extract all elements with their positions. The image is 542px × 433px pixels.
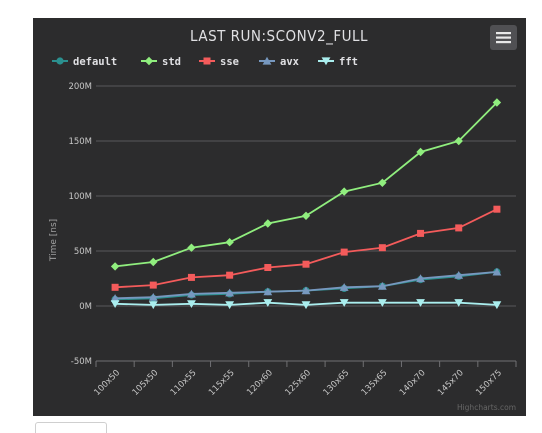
chart-title: LAST RUN:SCONV2_FULL (190, 27, 368, 46)
legend-marker-square[interactable] (203, 57, 211, 65)
series-line-std (114, 101, 498, 268)
data-point-sse[interactable] (302, 260, 310, 268)
data-point-sse[interactable] (187, 273, 195, 281)
x-tick-label: 130x65 (322, 368, 352, 398)
x-tick-label: 135x65 (360, 368, 390, 398)
data-point-avx[interactable] (492, 267, 502, 276)
series-default (111, 268, 501, 303)
y-axis-label: Time [ns] (49, 219, 59, 262)
data-point-std[interactable] (225, 238, 234, 247)
y-axis-ticks: -50M 0M 50M 100M 150M 200M (68, 82, 92, 367)
data-point-std[interactable] (492, 98, 502, 107)
series-std (110, 98, 502, 271)
y-tick-label: 200M (68, 82, 92, 92)
data-point-sse[interactable] (149, 281, 157, 289)
legend-item-fft[interactable]: fft (318, 56, 358, 68)
legend-item-std[interactable]: std (141, 56, 181, 68)
legend-label[interactable]: fft (339, 56, 358, 68)
series-sse (111, 205, 501, 291)
data-point-std[interactable] (187, 243, 196, 252)
data-point-fft[interactable] (377, 299, 387, 307)
data-point-avx[interactable] (416, 274, 425, 283)
legend-marker-circle[interactable] (56, 57, 64, 65)
data-point-std[interactable] (149, 257, 158, 267)
data-point-fft[interactable] (148, 301, 158, 310)
data-point-sse[interactable] (378, 244, 386, 252)
x-tick-label: 125x60 (283, 368, 313, 398)
legend-label[interactable]: default (73, 56, 117, 68)
hamburger-icon-line-2 (496, 36, 511, 39)
data-point-avx[interactable] (225, 288, 235, 297)
y-tick-label: 150M (68, 137, 92, 147)
data-point-avx[interactable] (187, 289, 196, 298)
data-point-std[interactable] (416, 147, 425, 157)
x-tick-label: 145x70 (436, 368, 466, 398)
x-tick-label: 110x55 (169, 368, 199, 398)
data-point-avx[interactable] (263, 287, 273, 296)
data-point-fft[interactable] (416, 299, 425, 307)
x-tick-label: 115x55 (207, 368, 237, 398)
data-point-avx[interactable] (148, 293, 158, 301)
chart-menu-button[interactable] (490, 25, 517, 50)
data-point-std[interactable] (301, 211, 311, 220)
data-point-fft[interactable] (301, 301, 311, 310)
data-point-sse[interactable] (493, 205, 501, 213)
chart-credit[interactable]: Highcharts.com (457, 403, 516, 412)
hamburger-icon-line-3 (496, 41, 511, 44)
data-point-fft[interactable] (454, 299, 464, 307)
legend-item-default[interactable]: default (52, 56, 117, 68)
x-tick-label: 140x70 (398, 368, 428, 398)
data-point-fft[interactable] (225, 301, 235, 310)
legend-label[interactable]: std (162, 56, 181, 68)
x-tick-label: 105x50 (131, 368, 161, 398)
hamburger-icon-line-1 (496, 32, 511, 35)
x-axis: 100x50 105x50 110x55 115x55 120x60 125x60 130x… (92, 360, 517, 398)
x-tick-label: 150x75 (474, 368, 504, 398)
data-point-sse[interactable] (226, 271, 234, 279)
legend-item-avx[interactable]: avx (259, 56, 300, 68)
data-point-sse[interactable] (264, 264, 272, 271)
y-tick-label: 50M (74, 247, 92, 257)
data-point-sse[interactable] (455, 224, 463, 232)
data-point-sse[interactable] (111, 283, 119, 291)
x-tick-label: 120x60 (245, 368, 275, 398)
data-point-std[interactable] (263, 219, 273, 228)
data-point-fft[interactable] (263, 299, 273, 307)
data-point-avx[interactable] (339, 283, 349, 291)
y-tick-label: 100M (68, 192, 92, 202)
y-tick-label: -50M (71, 357, 92, 367)
legend-item-sse[interactable]: sse (199, 56, 239, 68)
legend-marker-triangle[interactable] (262, 56, 272, 65)
legend-marker-diamond[interactable] (144, 56, 154, 66)
y-tick-label: 0M (79, 302, 92, 312)
series-line-avx (115, 271, 497, 300)
data-point-avx[interactable] (377, 282, 387, 290)
data-point-fft[interactable] (339, 299, 349, 307)
series-line-sse (115, 208, 498, 289)
data-point-sse[interactable] (340, 248, 348, 256)
series-avx (110, 267, 502, 302)
chart-grid (96, 85, 516, 362)
data-point-fft[interactable] (492, 301, 502, 310)
legend-label[interactable]: sse (220, 56, 239, 68)
chart-panel: LAST RUN:SCONV2_FULL default std sse avx fft… (33, 18, 526, 416)
x-tick-label: 100x50 (92, 368, 122, 398)
series-layer (110, 98, 502, 310)
data-point-std[interactable] (339, 187, 349, 196)
legend-marker-triangle-down[interactable] (321, 57, 331, 66)
data-point-avx[interactable] (110, 294, 120, 302)
data-point-sse[interactable] (417, 229, 425, 237)
chart-legend: default std sse avx fft (52, 56, 358, 68)
data-point-std[interactable] (378, 178, 387, 187)
data-point-avx[interactable] (454, 271, 464, 279)
data-point-fft[interactable] (187, 300, 196, 308)
data-point-fft[interactable] (110, 300, 120, 308)
legend-label[interactable]: avx (280, 56, 300, 68)
data-point-avx[interactable] (301, 286, 311, 295)
line-chart: LAST RUN:SCONV2_FULL default std sse avx fft… (49, 25, 517, 412)
series-fft (110, 299, 502, 310)
data-point-std[interactable] (110, 262, 120, 271)
